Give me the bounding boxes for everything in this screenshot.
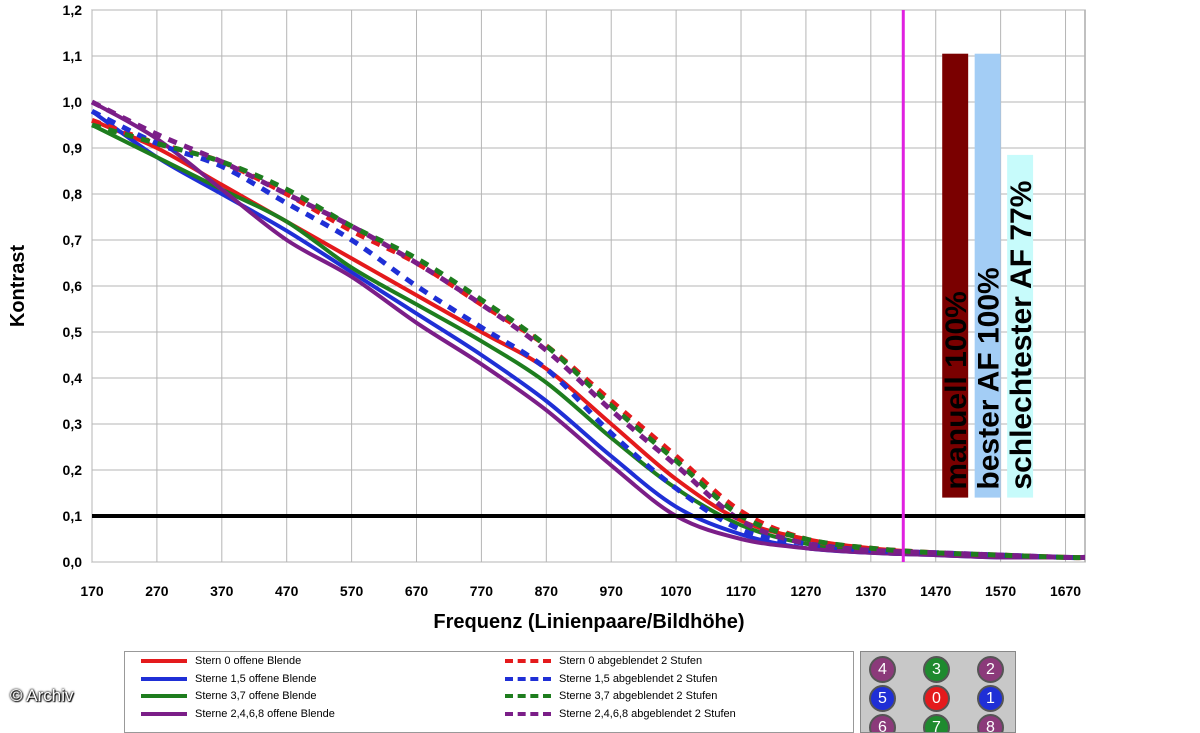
legend-item: Stern 0 abgeblendet 2 Stufen [505,652,702,670]
legend-swatch [141,676,187,681]
x-tick-label: 1270 [790,583,821,599]
y-axis-title: Kontrast [7,245,29,328]
y-tick-label: 0,0 [63,554,83,570]
legend-label: Stern 0 abgeblendet 2 Stufen [559,655,703,667]
legend-label: Stern 0 offene Blende [195,655,302,667]
x-tick-label: 870 [535,583,559,599]
x-tick-label: 1170 [726,583,757,599]
y-tick-label: 0,7 [63,232,83,248]
x-tick-label: 470 [275,583,299,599]
af-bar-label: bester AF 100% [973,267,1006,489]
legend-label: Sterne 1,5 abgeblendet 2 Stufen [559,672,718,685]
legend-label: Sterne 2,4,6,8 abgeblendet 2 Stufen [559,707,736,720]
y-tick-label: 1,1 [63,48,83,64]
legend-label: Sterne 1,5 offene Blende [195,672,317,685]
y-tick-label: 0,2 [63,462,83,478]
legend-swatch [141,711,187,716]
y-tick-label: 1,0 [63,94,83,110]
star-marker: 1 [977,685,1004,712]
y-tick-label: 0,3 [63,416,83,432]
y-tick-label: 0,8 [63,186,83,202]
legend-item: Sterne 2,4,6,8 abgeblendet 2 Stufen [505,705,736,723]
x-tick-label: 970 [600,583,624,599]
legend-item: Sterne 1,5 abgeblendet 2 Stufen [505,670,717,688]
reference-lines [92,10,1085,562]
x-tick-label: 170 [80,583,104,599]
x-tick-label: 570 [340,583,364,599]
star-marker: 4 [869,656,896,683]
star-marker: 7 [923,714,950,732]
series-lines [90,99,1086,561]
star-marker: 0 [923,685,950,712]
legend-swatch [505,694,551,698]
legend-item: Sterne 1,5 offene Blende [141,670,317,688]
legend-item: Sterne 2,4,6,8 offene Blende [141,705,335,723]
star-marker: 3 [923,656,950,683]
af-bar-label: manuell 100% [940,291,973,489]
series-line [90,99,1086,561]
star-marker: 6 [869,714,896,732]
af-bar [1007,154,1034,498]
x-tick-label: 270 [145,583,169,599]
y-tick-label: 0,6 [63,278,83,294]
star-marker: 2 [977,656,1004,683]
x-tick-label: 1070 [661,583,692,599]
x-tick-label: 770 [470,583,494,599]
x-tick-label: 370 [210,583,234,599]
x-axis-title: Frequenz (Linienpaare/Bildhöhe) [433,611,744,633]
legend-swatch [505,711,551,716]
y-tick-label: 0,1 [63,508,83,524]
legend-swatch [505,659,551,663]
y-tick-label: 1,2 [63,2,83,18]
x-tick-label: 1670 [1050,583,1081,599]
y-tick-label: 0,5 [63,324,83,340]
legend-item: Sterne 3,7 abgeblendet 2 Stufen [505,687,717,705]
legend-label: Sterne 3,7 offene Blende [195,690,317,702]
af-bar-label: schlechtester AF 77% [1005,181,1038,490]
legend-swatch [505,676,551,681]
af-bar [974,53,1001,498]
star-marker: 8 [977,714,1004,732]
chart-legend: Stern 0 offene Blende Sterne 1,5 offene B… [124,651,854,733]
y-tick-label: 0,4 [63,370,83,386]
y-tick-label: 0,9 [63,140,83,156]
grid-lines [91,9,1086,563]
legend-swatch [141,659,187,663]
legend-item: Sterne 3,7 offene Blende [141,687,317,705]
x-tick-label: 1570 [985,583,1016,599]
mtf-chart: manuell 100% bester AF 100% schlechtester … [7,2,1086,633]
image-credit: © Archiv [10,686,74,705]
legend-label: Sterne 2,4,6,8 offene Blende [195,707,335,720]
legend-label: Sterne 3,7 abgeblendet 2 Stufen [559,690,718,702]
x-tick-label: 1470 [920,583,951,599]
af-bars: manuell 100% bester AF 100% schlechtester … [940,53,1038,498]
legend-swatch [141,694,187,698]
series-line [90,108,1086,561]
star-marker: 5 [869,685,896,712]
x-tick-label: 670 [405,583,429,599]
x-tick-label: 1370 [855,583,886,599]
x-tick-labels: 170 270 370 470 570 670 770 870 970 1070 1170 1270 1… [80,583,1081,599]
legend-item: Stern 0 offene Blende [141,652,301,670]
y-tick-labels: 0,0 0,1 0,2 0,3 0,4 0,5 0,6 0,7 0,8 0,9 1,0 1,1 1,2 [63,2,83,570]
af-bar [942,53,969,498]
